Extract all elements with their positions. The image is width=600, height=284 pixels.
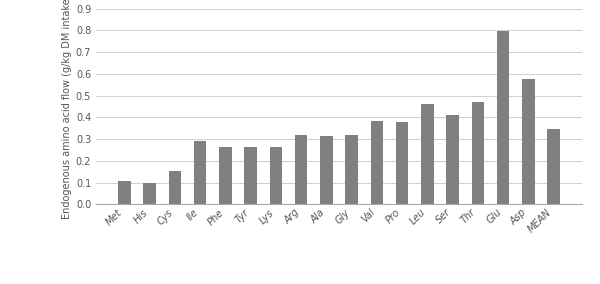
Bar — [194, 141, 206, 204]
Bar — [143, 183, 156, 204]
Bar — [547, 130, 560, 204]
Bar — [472, 102, 484, 204]
Bar — [446, 115, 459, 204]
Bar — [396, 122, 409, 204]
Bar — [295, 135, 307, 204]
Bar — [522, 79, 535, 204]
Bar — [497, 31, 509, 204]
Bar — [371, 121, 383, 204]
Bar — [346, 135, 358, 204]
Bar — [269, 147, 282, 204]
Bar — [244, 147, 257, 204]
Bar — [169, 171, 181, 204]
Bar — [118, 181, 131, 204]
Bar — [421, 104, 434, 204]
Bar — [320, 136, 332, 204]
Bar — [219, 147, 232, 204]
Y-axis label: Endogenous amino acid flow (g/kg DM intake): Endogenous amino acid flow (g/kg DM inta… — [62, 0, 71, 219]
